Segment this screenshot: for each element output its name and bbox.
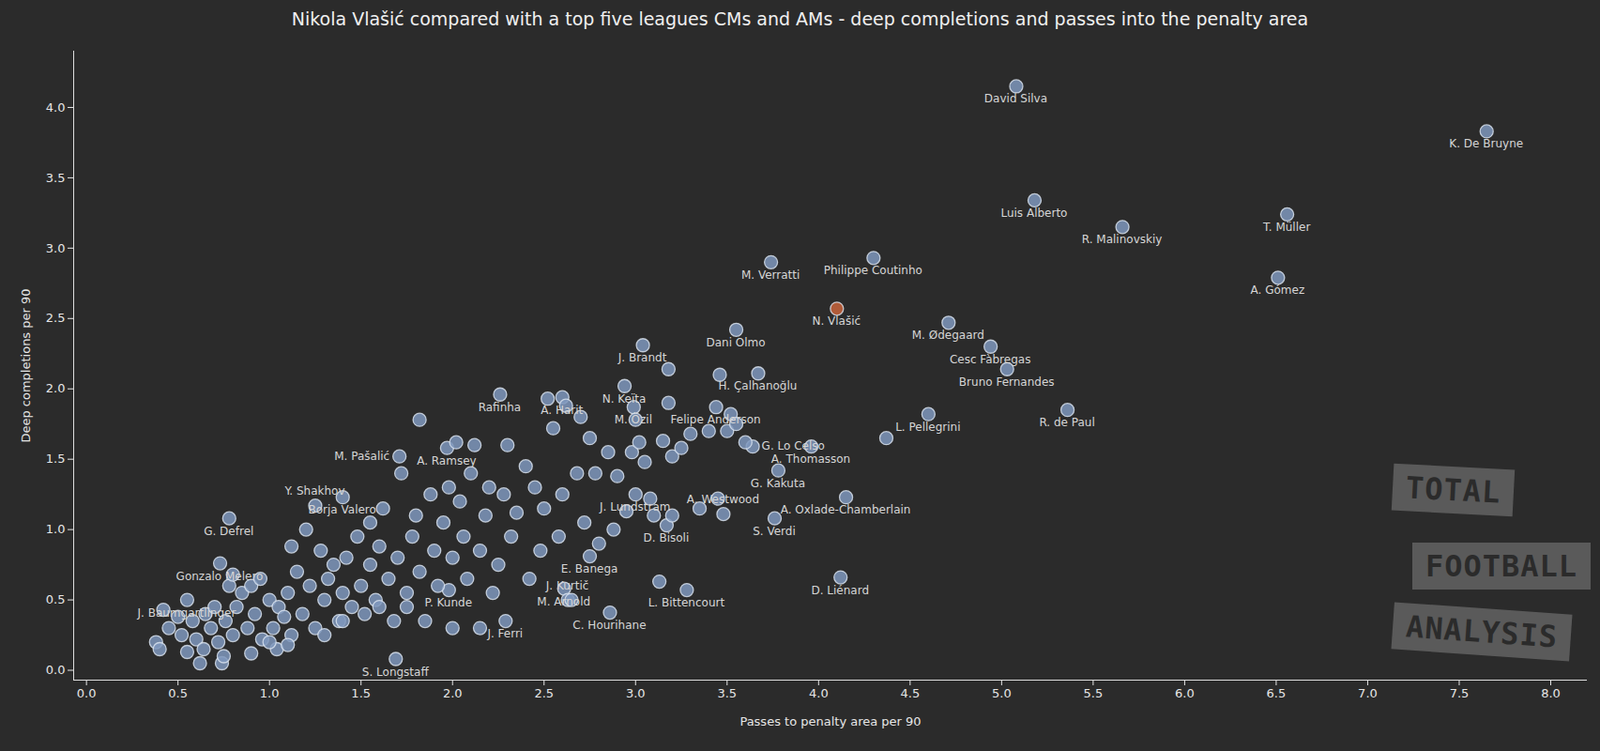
svg-text:A. Ramsey: A. Ramsey: [416, 454, 476, 468]
svg-text:Passes to penalty area per 90: Passes to penalty area per 90: [739, 714, 921, 729]
svg-text:M. Özil: M. Özil: [614, 411, 653, 427]
svg-text:Y. Shakhov: Y. Shakhov: [283, 484, 345, 498]
svg-text:Bruno Fernandes: Bruno Fernandes: [959, 375, 1055, 389]
svg-text:2.5: 2.5: [45, 310, 66, 325]
svg-text:Gonzalo Melero: Gonzalo Melero: [176, 569, 264, 583]
html-text:TOTAL: TOTAL: [1404, 469, 1502, 511]
svg-text:R. de Paul: R. de Paul: [1038, 415, 1095, 429]
svg-text:C. Hourihane: C. Hourihane: [572, 618, 646, 632]
svg-text:0.5: 0.5: [167, 685, 188, 701]
svg-text:3.5: 3.5: [716, 685, 737, 701]
svg-text:A. Westwood: A. Westwood: [686, 492, 760, 506]
svg-text:Deep completions per 90: Deep completions per 90: [18, 288, 33, 442]
svg-text:J. Baumgartlinger: J. Baumgartlinger: [136, 606, 236, 620]
svg-text:Luis Alberto: Luis Alberto: [1000, 206, 1067, 220]
svg-text:M. Ødegaard: M. Ødegaard: [912, 328, 985, 342]
svg-text:A. Oxlade-Chamberlain: A. Oxlade-Chamberlain: [780, 502, 912, 517]
svg-text:G. Defrel: G. Defrel: [203, 524, 254, 538]
svg-text:0.0: 0.0: [76, 685, 97, 701]
svg-text:Rafinha: Rafinha: [478, 400, 522, 414]
svg-text:H. Çalhanoğlu: H. Çalhanoğlu: [717, 379, 797, 393]
svg-text:5.0: 5.0: [991, 685, 1012, 701]
svg-text:D. Liénard: D. Liénard: [810, 583, 869, 597]
svg-text:G. Kakuta: G. Kakuta: [750, 476, 806, 490]
svg-text:J. Kurtič: J. Kurtič: [545, 579, 590, 593]
svg-text:M. Verratti: M. Verratti: [741, 268, 800, 282]
svg-text:7.0: 7.0: [1357, 685, 1378, 701]
svg-text:0.0: 0.0: [45, 662, 66, 677]
svg-text:S. Longstaff: S. Longstaff: [362, 665, 430, 679]
svg-text:D. Bisoli: D. Bisoli: [643, 531, 690, 545]
svg-text:6.0: 6.0: [1174, 685, 1195, 701]
svg-text:J. Lundstram: J. Lundstram: [598, 500, 671, 514]
svg-text:N. Vlašić: N. Vlašić: [811, 314, 861, 328]
svg-text:David Silva: David Silva: [984, 91, 1048, 106]
svg-text:R. Malinovskiy: R. Malinovskiy: [1081, 232, 1163, 246]
svg-text:1.0: 1.0: [45, 521, 66, 536]
svg-text:Cesc Fàbregas: Cesc Fàbregas: [949, 352, 1031, 366]
svg-text:Philippe Coutinho: Philippe Coutinho: [823, 263, 923, 277]
svg-text:1.0: 1.0: [259, 685, 280, 701]
svg-text:2.0: 2.0: [442, 685, 463, 701]
svg-text:1.5: 1.5: [45, 451, 66, 466]
svg-text:A. Thomasson: A. Thomasson: [771, 452, 851, 466]
svg-text:G. Lo Celso: G. Lo Celso: [761, 439, 825, 453]
svg-text:5.5: 5.5: [1083, 685, 1104, 701]
svg-text:3.5: 3.5: [45, 170, 66, 185]
svg-text:0.5: 0.5: [45, 592, 66, 607]
svg-text:L. Pellegrini: L. Pellegrini: [895, 420, 960, 434]
svg-text:Felipe Anderson: Felipe Anderson: [670, 412, 762, 427]
svg-text:7.5: 7.5: [1449, 685, 1470, 701]
svg-text:K. De Bruyne: K. De Bruyne: [1448, 137, 1524, 151]
svg-text:4.5: 4.5: [899, 685, 920, 701]
svg-text:3.0: 3.0: [45, 241, 66, 256]
svg-text:1.5: 1.5: [350, 685, 371, 701]
svg-text:L. Bittencourt: L. Bittencourt: [648, 595, 726, 610]
svg-text:4.0: 4.0: [45, 100, 66, 115]
svg-text:6.5: 6.5: [1266, 685, 1287, 701]
svg-text:N. Keïta: N. Keïta: [602, 392, 647, 406]
svg-text:A. Harit: A. Harit: [540, 403, 583, 417]
html-text:ANALYSIS: ANALYSIS: [1404, 608, 1559, 655]
svg-text:A. Gómez: A. Gómez: [1250, 283, 1306, 297]
svg-text:T. Müller: T. Müller: [1262, 220, 1311, 234]
svg-text:2.5: 2.5: [533, 685, 554, 701]
svg-text:P. Kunde: P. Kunde: [425, 595, 473, 610]
svg-text:3.0: 3.0: [625, 685, 646, 701]
svg-text:Dani Olmo: Dani Olmo: [705, 335, 765, 350]
svg-text:2.0: 2.0: [45, 380, 66, 396]
svg-text:M. Arnold: M. Arnold: [536, 594, 591, 609]
html-text:FOOTBALL: FOOTBALL: [1425, 548, 1578, 584]
svg-text:J. Ferri: J. Ferri: [486, 626, 523, 640]
svg-text:Borja Valero: Borja Valero: [308, 502, 377, 517]
svg-text:M. Pašalić: M. Pašalić: [334, 449, 390, 463]
svg-text:8.0: 8.0: [1540, 685, 1561, 701]
svg-text:J. Brandt: J. Brandt: [617, 350, 668, 365]
html-text:Nikola Vlašić compared with a: Nikola Vlašić compared with a top five l…: [291, 8, 1309, 30]
svg-text:4.0: 4.0: [808, 685, 829, 701]
svg-text:S. Verdi: S. Verdi: [752, 524, 796, 538]
svg-text:E. Banega: E. Banega: [561, 562, 619, 576]
